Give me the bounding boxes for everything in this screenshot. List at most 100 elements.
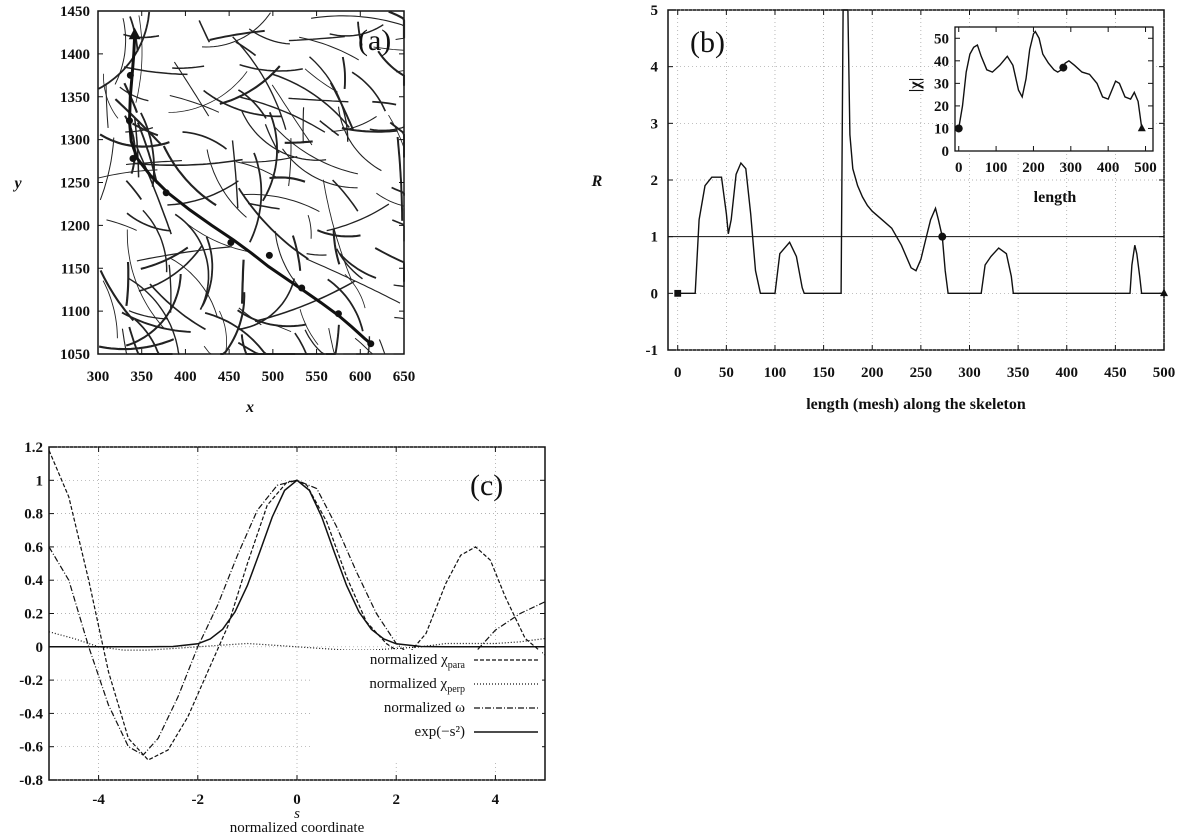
y-tick-label: 0 — [942, 144, 950, 160]
skeleton-marker-dot — [227, 239, 235, 247]
streamline — [392, 219, 405, 242]
streamline — [307, 214, 312, 239]
streamline — [136, 246, 232, 262]
streamline — [328, 328, 344, 355]
streamline — [305, 258, 401, 304]
streamline — [317, 229, 361, 238]
streamline — [135, 144, 172, 235]
y-tick-label: 1100 — [61, 304, 90, 320]
panel-b-inset-chart: 0 100 200 300 400 500 0 10 20 30 40 50 length |χ| — [907, 26, 1157, 206]
x-tick-label: 400 — [1097, 160, 1120, 176]
y-tick-label: 1050 — [60, 347, 90, 363]
series-line-0 — [677, 9, 1164, 294]
streamline — [106, 219, 137, 231]
streamline — [99, 269, 135, 322]
streamline — [123, 33, 160, 39]
streamline — [128, 326, 173, 355]
skeleton-marker-dot — [129, 154, 137, 162]
panel-c-chart: -4 -2 0 2 4 -0.8 -0.6 -0.4 -0.2 0 0.2 0.4 0.6 0.8 1 1.… — [19, 440, 546, 836]
streamline — [235, 161, 278, 178]
streamline — [126, 229, 165, 329]
streamline — [121, 311, 191, 333]
y-tick-label: 5 — [651, 3, 659, 19]
streamline — [394, 316, 405, 325]
streamline — [377, 50, 406, 86]
x-tick-label: 400 — [174, 369, 197, 385]
streamline — [304, 68, 338, 93]
x-tick-label: 500 — [1153, 365, 1176, 381]
x-tick-label: 50 — [719, 365, 734, 381]
streamline — [242, 193, 320, 213]
skeleton-marker-dot — [334, 310, 342, 318]
y-tick-label: 0 — [651, 286, 659, 302]
y-tick-label: 1200 — [60, 218, 90, 234]
streamline — [288, 35, 345, 42]
streamline — [169, 95, 220, 113]
r-marker-triangle — [1160, 288, 1168, 297]
x-tick-label: 300 — [87, 369, 110, 385]
streamline — [237, 309, 307, 328]
streamline — [119, 86, 149, 102]
x-tick-label: 500 — [262, 369, 285, 385]
streamline — [238, 187, 309, 260]
streamline — [133, 117, 140, 178]
panel-a-streamlines — [97, 10, 406, 356]
streamline — [241, 110, 327, 161]
streamline — [99, 137, 115, 201]
streamline — [354, 337, 394, 355]
y-tick-label: 50 — [934, 31, 949, 47]
x-tick-label: 300 — [1060, 160, 1083, 176]
streamline — [241, 155, 298, 163]
y-tick-label: 0.6 — [24, 540, 43, 556]
streamline — [269, 176, 306, 183]
y-tick-label: 1 — [651, 230, 659, 246]
streamline — [132, 122, 159, 137]
streamline — [135, 15, 143, 103]
streamline — [282, 148, 358, 189]
inset-marker-dot — [1059, 63, 1068, 72]
skeleton-marker-dot — [125, 117, 133, 125]
x-tick-label: 350 — [1007, 365, 1030, 381]
streamline — [123, 66, 188, 76]
x-tick-label: 500 — [1134, 160, 1157, 176]
y-tick-label: -0.4 — [19, 706, 43, 722]
streamline — [396, 136, 404, 221]
panel-a-streamline-plot: 300 350 400 450 500 550 600 650 1050 1100 1150 120… — [12, 4, 415, 416]
streamline — [171, 258, 218, 318]
y-tick-label: 1250 — [60, 176, 90, 192]
y-tick-label: 1 — [36, 473, 44, 489]
inset-series — [958, 30, 1143, 129]
streamline — [182, 131, 228, 150]
streamline — [149, 283, 206, 331]
x-tick-label: 0 — [955, 160, 963, 176]
streamline — [294, 332, 308, 355]
panel-b-y-ticks: -1 0 1 2 3 4 5 — [646, 3, 1164, 359]
x-tick-label: 450 — [1104, 365, 1127, 381]
y-tick-label: -1 — [646, 343, 659, 359]
streamline — [198, 20, 211, 43]
streamline — [299, 309, 319, 345]
y-tick-label: 0.4 — [24, 573, 43, 589]
inset-x-ticks: 0 100 200 300 400 500 — [955, 27, 1157, 176]
streamline — [204, 312, 273, 355]
streamline — [237, 89, 267, 119]
panel-a-markers — [125, 27, 375, 348]
streamline — [125, 180, 143, 201]
streamline — [302, 107, 305, 144]
x-tick-label: 0 — [293, 792, 301, 808]
panel-b-chart: 0 50 100 150 200 250 300 350 400 450 500 -1012345 … — [591, 3, 1176, 413]
x-tick-label: 200 — [861, 365, 884, 381]
panel-c-x-axis-symbol: s — [294, 806, 300, 822]
streamline — [248, 28, 290, 45]
panel-b-markers — [674, 232, 1168, 297]
x-tick-label: 600 — [349, 369, 372, 385]
y-tick-label: 1450 — [60, 4, 90, 20]
panel-c-legend: normalized χpara normalized χperp normal… — [369, 652, 538, 740]
y-tick-label: 1300 — [60, 133, 90, 149]
y-tick-label: 1150 — [61, 261, 90, 277]
x-tick-label: 300 — [958, 365, 981, 381]
x-tick-label: 100 — [764, 365, 787, 381]
streamline — [376, 192, 405, 208]
panel-a-y-axis-label: y — [12, 175, 22, 192]
streamline — [341, 56, 346, 89]
